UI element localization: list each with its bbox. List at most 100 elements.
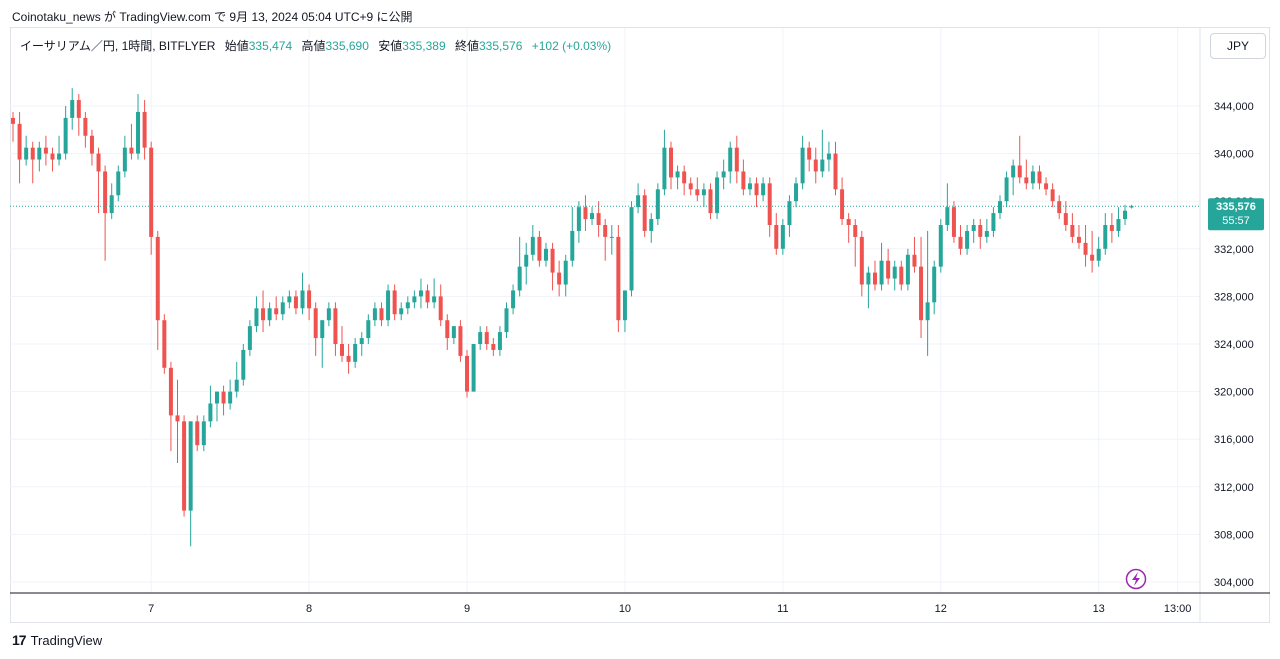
candle-body[interactable] (721, 171, 726, 178)
candle-body[interactable] (859, 236, 864, 285)
candle-body[interactable] (425, 290, 430, 303)
candle-body[interactable] (221, 391, 226, 404)
candle-body[interactable] (478, 332, 483, 344)
candle-body[interactable] (491, 344, 496, 350)
candle-body[interactable] (530, 236, 535, 255)
candle-body[interactable] (11, 117, 15, 124)
candle-body[interactable] (998, 201, 1002, 214)
candle-body[interactable] (175, 415, 180, 422)
candle-body[interactable] (741, 171, 746, 190)
candle-body[interactable] (451, 326, 456, 339)
candle-body[interactable] (919, 266, 924, 321)
candle-body[interactable] (465, 355, 470, 392)
candle-body[interactable] (820, 159, 825, 172)
candle-body[interactable] (1037, 171, 1042, 184)
candle-body[interactable] (971, 225, 976, 231)
candle-body[interactable] (583, 207, 588, 220)
candle-body[interactable] (747, 183, 752, 190)
candle-body[interactable] (280, 302, 285, 315)
candle-body[interactable] (313, 308, 318, 339)
candle-body[interactable] (715, 177, 720, 214)
candle-body[interactable] (609, 236, 614, 238)
candle-body[interactable] (622, 290, 627, 321)
candle-body[interactable] (826, 153, 831, 160)
candle-body[interactable] (201, 421, 206, 446)
candle-body[interactable] (83, 117, 88, 136)
candle-body[interactable] (662, 147, 667, 190)
candle-body[interactable] (458, 326, 463, 356)
candle-body[interactable] (543, 248, 548, 261)
candle-body[interactable] (43, 147, 48, 154)
candle-body[interactable] (103, 171, 108, 214)
candle-body[interactable] (1096, 248, 1101, 261)
candle-body[interactable] (50, 153, 55, 160)
candle-body[interactable] (333, 308, 338, 344)
candle-body[interactable] (214, 391, 219, 404)
candle-body[interactable] (1044, 183, 1049, 190)
candle-body[interactable] (886, 260, 891, 279)
candle-body[interactable] (17, 123, 22, 160)
candle-body[interactable] (932, 266, 937, 303)
candle-body[interactable] (669, 147, 673, 178)
candle-body[interactable] (629, 207, 634, 291)
candle-body[interactable] (254, 308, 259, 327)
candle-body[interactable] (636, 195, 641, 208)
candle-body[interactable] (96, 153, 101, 172)
candle-body[interactable] (1123, 210, 1128, 220)
candle-body[interactable] (300, 290, 305, 309)
candle-body[interactable] (188, 421, 193, 511)
candle-body[interactable] (912, 254, 917, 267)
candle-body[interactable] (780, 225, 785, 249)
candle-body[interactable] (879, 260, 884, 285)
candle-body[interactable] (807, 147, 812, 160)
candle-body[interactable] (129, 147, 134, 154)
candle-body[interactable] (471, 344, 476, 392)
candle-body[interactable] (379, 308, 384, 321)
candle-body[interactable] (1076, 236, 1081, 243)
candle-body[interactable] (37, 147, 42, 160)
candle-body[interactable] (1070, 225, 1075, 237)
candle-body[interactable] (228, 391, 233, 404)
candle-body[interactable] (853, 225, 858, 237)
candle-body[interactable] (905, 254, 910, 285)
candle-body[interactable] (274, 308, 279, 315)
candle-body[interactable] (978, 225, 983, 237)
candle-body[interactable] (1017, 165, 1022, 178)
candle-body[interactable] (576, 207, 581, 231)
candle-body[interactable] (70, 100, 75, 118)
candle-body[interactable] (234, 379, 239, 392)
candle-body[interactable] (945, 207, 950, 225)
candle-body[interactable] (155, 236, 160, 321)
candle-body[interactable] (399, 308, 404, 315)
candle-body[interactable] (1083, 242, 1088, 255)
candle-body[interactable] (951, 207, 956, 237)
candle-body[interactable] (925, 302, 930, 321)
candle-body[interactable] (353, 344, 358, 362)
candle-body[interactable] (524, 254, 529, 267)
candle-body[interactable] (182, 421, 187, 511)
candle-body[interactable] (774, 225, 779, 249)
candle-body[interactable] (1030, 171, 1035, 184)
candle-body[interactable] (366, 320, 371, 339)
candle-body[interactable] (89, 135, 94, 154)
candle-body[interactable] (794, 183, 799, 202)
candle-body[interactable] (76, 100, 81, 118)
footer-brand[interactable]: 17 TradingView (12, 632, 102, 648)
candle-body[interactable] (24, 147, 29, 160)
candle-body[interactable] (813, 159, 818, 172)
candle-body[interactable] (603, 225, 608, 237)
candle-body[interactable] (438, 296, 443, 321)
candle-body[interactable] (109, 195, 114, 214)
candle-body[interactable] (1109, 225, 1114, 231)
candle-body[interactable] (57, 153, 62, 160)
candle-body[interactable] (958, 236, 963, 249)
candle-body[interactable] (846, 219, 851, 225)
legend-symbol[interactable]: イーサリアム／円, 1時間, BITFLYER (20, 39, 216, 53)
candle-body[interactable] (675, 171, 680, 178)
candle-body[interactable] (261, 308, 266, 321)
candle-body[interactable] (695, 189, 700, 196)
candle-body[interactable] (320, 320, 325, 339)
candle-body[interactable] (590, 213, 595, 220)
candle-body[interactable] (550, 248, 555, 273)
